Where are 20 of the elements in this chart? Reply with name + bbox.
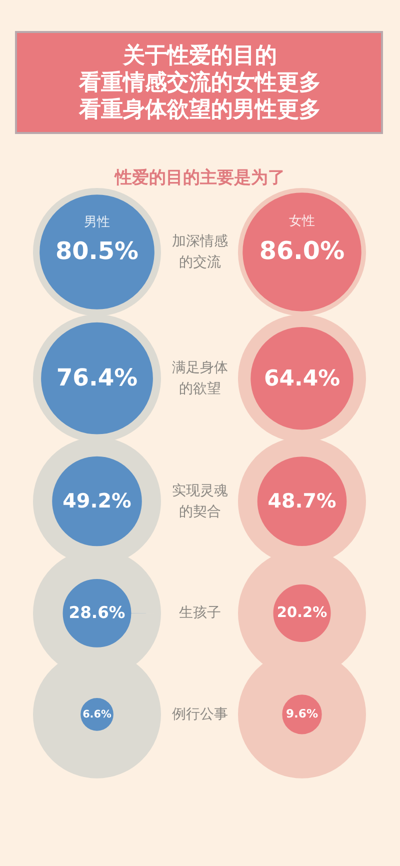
series-label: 女性 [289, 214, 315, 230]
text: 关于性爱的目的 [122, 44, 277, 68]
category-label: 实现灵魂的契合 [172, 482, 228, 520]
data-label: 6.6% [82, 708, 112, 720]
data-label: 20.2% [276, 605, 328, 622]
data-label: 76.4% [56, 363, 138, 392]
category-label: 满足身体的欲望 [172, 360, 228, 397]
data-label: 28.6% [68, 603, 126, 622]
data-label: 9.6% [286, 706, 318, 720]
series-label: 男性 [84, 215, 110, 230]
category-label: 例行公事 [172, 706, 228, 722]
data-label: 86.0% [259, 236, 345, 265]
text: 看重情感交流的女性更多看重身体欲望的男性更多 [78, 70, 321, 122]
data-label: 64.4% [264, 366, 340, 392]
category-label: 生孩子 [179, 605, 221, 622]
data-label: 48.7% [268, 489, 336, 512]
text: 性爱的目的主要是为了 [114, 168, 285, 188]
data-label: 80.5% [55, 237, 139, 265]
data-label: 49.2% [62, 489, 132, 512]
category-label: 加深情感的交流 [172, 234, 228, 270]
